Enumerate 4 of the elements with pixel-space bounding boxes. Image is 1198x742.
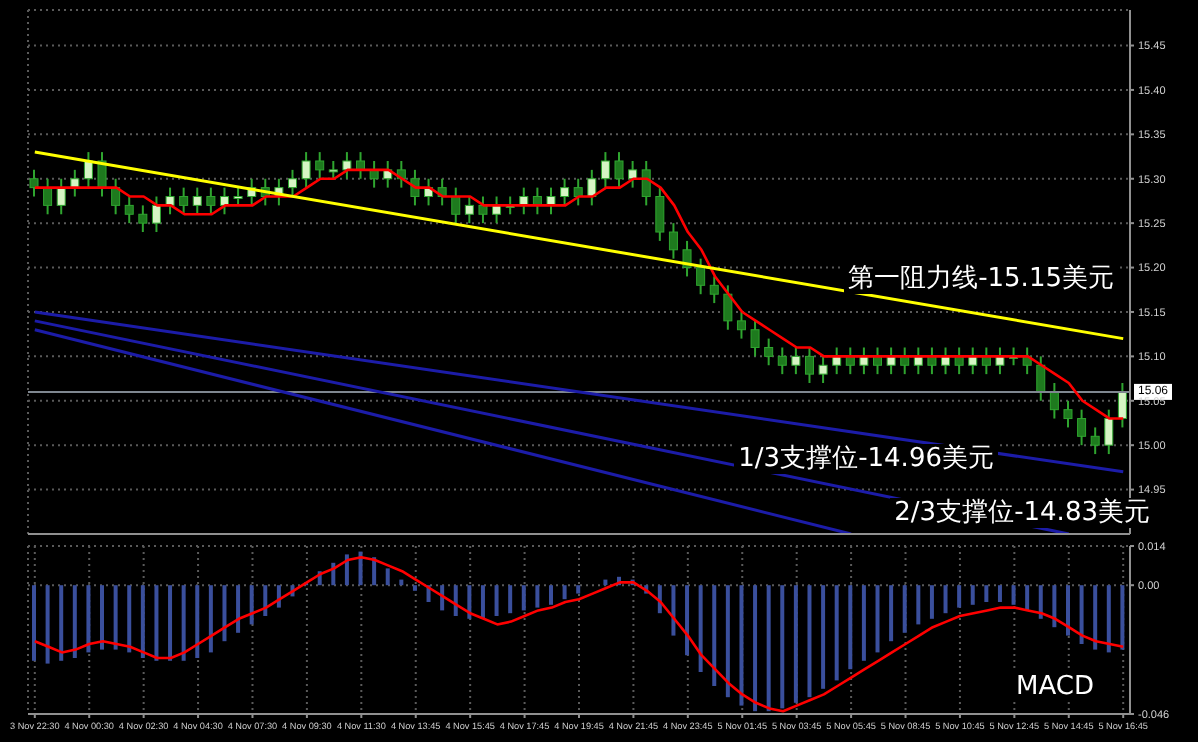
annotation: 第一阻力线-15.15美元 (844, 264, 1118, 294)
annotation: 2/3支撑位-14.83美元 (890, 498, 1154, 528)
annotation: 1/3支撑位-14.96美元 (734, 444, 998, 474)
annotation: MACD (1012, 672, 1098, 702)
